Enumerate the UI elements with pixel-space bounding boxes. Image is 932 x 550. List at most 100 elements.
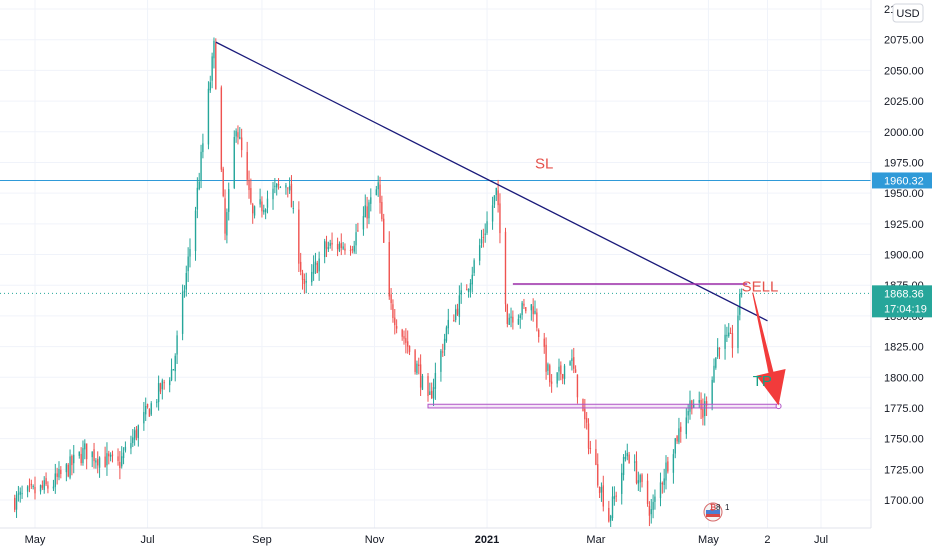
candle-body: [676, 436, 678, 442]
candle-body: [224, 198, 226, 234]
candle-body: [226, 212, 228, 236]
events-badge[interactable]: ₿ 8 1: [703, 502, 730, 522]
price-tag-value: 1868.36: [884, 288, 924, 300]
candle-up: [672, 449, 675, 484]
candle-body: [432, 387, 435, 399]
candle-down: [430, 382, 433, 400]
candle-body: [287, 187, 289, 189]
candle-body: [663, 478, 665, 485]
candle-up: [318, 251, 320, 281]
sell-arrow[interactable]: [752, 292, 786, 406]
candle-up: [726, 326, 728, 342]
candle-down: [536, 308, 538, 332]
candle-body: [499, 203, 501, 234]
candle-body: [30, 483, 33, 486]
candle-body: [711, 379, 713, 405]
trendline[interactable]: [215, 41, 768, 322]
candle-body: [311, 271, 313, 283]
price-tick-label: 1700.00: [884, 495, 924, 507]
currency-button[interactable]: USD: [892, 3, 924, 23]
annotation-sell: SELL: [742, 278, 779, 295]
candle-body: [336, 243, 339, 250]
candle-body: [196, 187, 199, 210]
candle-down: [731, 324, 734, 358]
candle-body: [443, 338, 446, 350]
candle-up: [447, 308, 449, 335]
candle-up: [176, 330, 178, 364]
candle-up: [626, 443, 628, 461]
candle-down: [582, 398, 584, 412]
candle-body: [692, 404, 695, 409]
candle-body: [480, 239, 483, 244]
candle-up: [740, 288, 743, 298]
candle-up: [728, 323, 730, 338]
candle-body: [28, 485, 31, 487]
candle-body: [185, 273, 187, 290]
candle-body: [34, 487, 36, 494]
candle-body: [60, 469, 62, 475]
candle-up: [157, 375, 160, 411]
price-axis[interactable]: [871, 0, 932, 550]
candle-body: [133, 430, 136, 440]
candle-up: [200, 144, 202, 189]
candle-down: [104, 446, 106, 468]
candle-body: [547, 364, 549, 371]
candle-body: [172, 369, 175, 371]
candle-up: [228, 182, 230, 221]
candle-body: [414, 350, 416, 372]
candle-down: [560, 361, 562, 381]
candle-body: [298, 209, 300, 264]
candle-up: [563, 363, 566, 385]
candle-body: [161, 380, 164, 390]
candle-down: [407, 330, 409, 354]
candle-body: [274, 185, 276, 187]
candle-body: [538, 330, 540, 337]
candle-body: [368, 202, 370, 219]
candle-up: [443, 333, 446, 356]
candle-up: [276, 183, 278, 196]
candle-body: [740, 293, 743, 295]
candle-body: [228, 189, 230, 212]
candle-body: [715, 357, 717, 368]
candle-body: [639, 475, 641, 483]
candle-body: [353, 245, 355, 252]
candle-up: [172, 369, 175, 371]
candle-body: [560, 365, 562, 375]
candle-down: [700, 392, 702, 419]
drawings[interactable]: [215, 41, 786, 410]
candle-body: [122, 452, 125, 459]
candle-body: [150, 403, 152, 415]
candle-down: [108, 450, 110, 465]
candle-body: [331, 242, 333, 245]
candle-up: [639, 473, 641, 492]
candle-down: [392, 299, 394, 323]
candle-down: [299, 252, 302, 276]
candle-body: [739, 293, 741, 315]
candle-down: [574, 365, 577, 373]
candle-up: [82, 440, 84, 466]
time-tick-label: Nov: [365, 534, 385, 546]
candle-up: [305, 272, 307, 294]
candle-body: [608, 507, 610, 522]
support-band[interactable]: [427, 403, 780, 409]
candle-down: [344, 243, 346, 255]
candle-body: [145, 405, 147, 415]
candle-up: [17, 485, 20, 502]
candlestick-series: [14, 37, 743, 527]
candle-up: [659, 472, 662, 507]
candle-up: [272, 181, 274, 210]
candle-body: [615, 495, 617, 497]
candle-body: [342, 246, 344, 249]
candle-down: [135, 426, 138, 441]
candle-up: [460, 282, 462, 304]
candle-body: [550, 381, 553, 384]
candle-body: [407, 341, 409, 347]
candle-down: [667, 456, 669, 474]
time-axis[interactable]: [0, 528, 871, 550]
candle-up: [547, 362, 549, 376]
candle-up: [233, 130, 235, 190]
candle-up: [454, 304, 457, 323]
price-tick-label: 1900.00: [884, 250, 924, 262]
candle-up: [600, 482, 603, 502]
